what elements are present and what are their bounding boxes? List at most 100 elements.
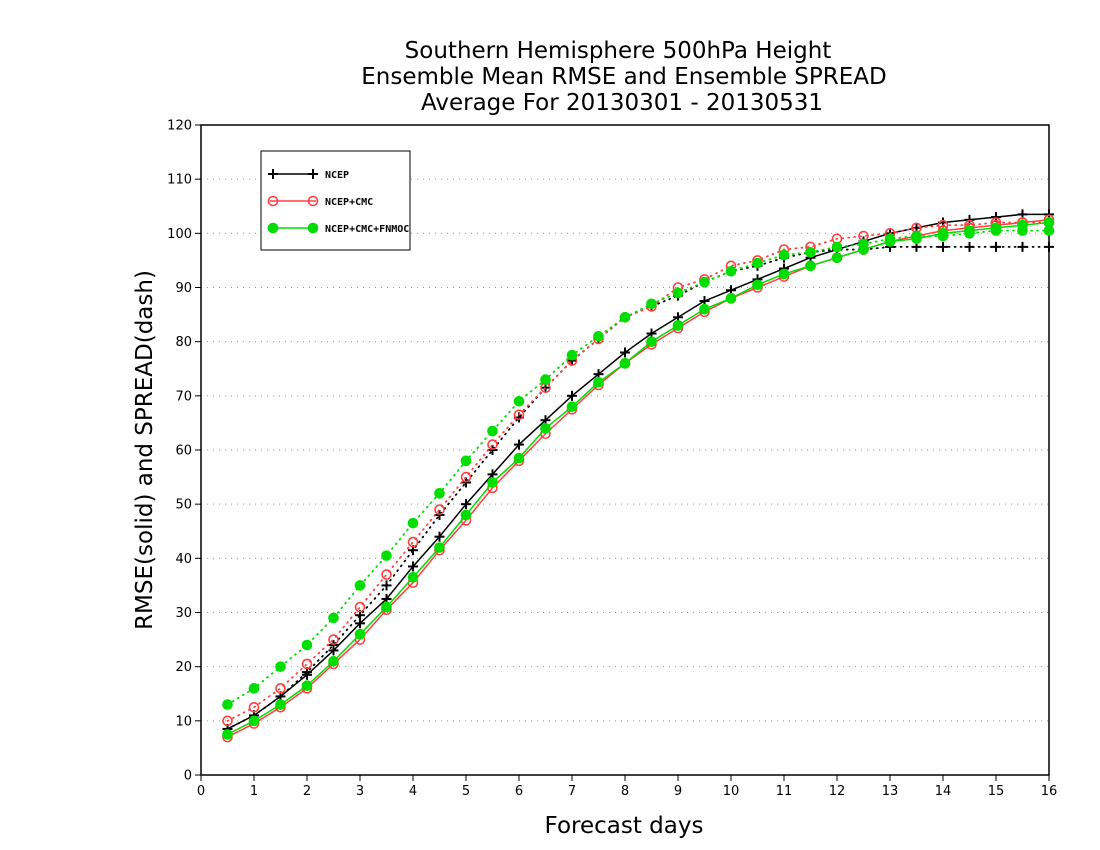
y-tick-label: 80 [175,335,192,350]
data-point-ncep-cmc-fnmoc-rmse [328,655,339,667]
data-point-ncep-cmc-fnmoc-rmse [725,293,737,304]
data-point-ncep-cmc-spread [460,471,472,483]
x-tick-label: 4 [409,784,417,799]
data-point-ncep-cmc-fnmoc-rmse [964,225,975,236]
data-point-ncep-cmc-fnmoc-spread [248,683,260,694]
y-tick-label: 60 [175,444,192,459]
data-point-ncep-cmc-spread [487,439,498,450]
legend-marker-ncep-cmc [267,195,279,207]
data-point-ncep-cmc-fnmoc-spread [699,276,710,288]
legend-marker-ncep [308,169,318,179]
series-line-ncep-cmc-spread [226,221,1050,722]
x-axis-title: Forecast days [545,813,704,839]
data-point-ncep-cmc-fnmoc-rmse [566,401,578,412]
legend: NCEP NCEP+CMC NCEP+CMC+FNMOC [260,150,411,251]
data-point-ncep-cmc-fnmoc-rmse [619,358,631,369]
x-tick-label: 5 [462,784,470,799]
data-point-ncep-cmc-fnmoc-spread [619,311,631,323]
data-point-ncep-cmc-fnmoc-rmse [699,303,710,315]
data-point-ncep-cmc-fnmoc-spread [752,257,763,269]
data-point-ncep-spread [964,241,975,252]
data-point-ncep-cmc-fnmoc-spread [222,699,233,710]
y-tick-label: 100 [167,227,192,242]
series-line-ncep-cmc-rmse [227,219,1050,738]
data-point-ncep-spread [1017,241,1028,252]
data-point-ncep-cmc-fnmoc-spread [301,639,313,651]
data-point-ncep-cmc-fnmoc-rmse [1017,219,1028,231]
data-point-ncep-spread [487,445,498,455]
data-point-ncep-cmc-fnmoc-rmse [381,601,392,613]
data-point-ncep-cmc-fnmoc-spread [725,265,737,277]
y-tick-label: 120 [167,119,192,134]
data-point-ncep-cmc-fnmoc-spread [381,550,392,561]
data-point-ncep-cmc-fnmoc-spread [460,455,472,467]
x-tick-label: 7 [568,784,576,799]
data-point-ncep-cmc-fnmoc-rmse [301,680,313,691]
data-point-ncep-cmc-spread [328,634,339,645]
y-tick-label: 30 [175,606,192,621]
data-point-ncep-spread [461,477,471,488]
data-point-ncep-cmc-fnmoc-spread [354,580,366,591]
y-tick-label: 70 [175,389,192,404]
data-point-ncep-cmc-fnmoc-rmse [222,729,233,740]
data-point-ncep-cmc-fnmoc-spread [487,425,498,437]
y-tick-label: 50 [175,498,192,513]
x-tick-label: 2 [303,784,311,799]
legend-label-ncep-cmc-fnmoc: NCEP+CMC+FNMOC [325,224,409,235]
chart-title-line-3: Average For 20130301 - 20130531 [421,90,823,116]
data-point-ncep-rmse [328,645,339,656]
data-point-ncep-cmc-spread [434,504,445,515]
chart-title-line-1: Southern Hemisphere 500hPa Height [405,38,832,64]
series-line-ncep-rmse [227,213,1049,730]
legend-label-ncep-cmc: NCEP+CMC [325,197,373,208]
data-point-ncep-rmse [620,347,630,358]
data-point-ncep-rmse [514,439,524,450]
y-tick-label: 20 [175,660,192,675]
x-tick-label: 15 [988,784,1005,799]
data-point-ncep-cmc-fnmoc-rmse [354,628,366,640]
legend-marker-ncep [268,169,278,179]
data-point-ncep-cmc-fnmoc-spread [513,395,525,407]
data-point-ncep-spread [991,241,1001,252]
x-tick-label: 1 [250,784,258,799]
x-tick-label: 12 [829,784,846,799]
x-tick-label: 6 [515,784,523,799]
legend-marker-ncep-cmc-fnmoc [307,222,319,234]
data-point-ncep-cmc-fnmoc-rmse [911,233,922,245]
data-point-ncep-cmc-fnmoc-rmse [593,376,604,388]
data-point-ncep-cmc-fnmoc-spread [672,287,684,299]
data-point-ncep-cmc-fnmoc-rmse [937,228,949,239]
y-tick-label: 40 [175,552,192,567]
x-tick-label: 14 [935,784,952,799]
data-point-ncep-cmc-spread [275,683,286,694]
data-point-ncep-cmc-fnmoc-spread [328,612,339,624]
data-point-ncep-cmc-spread [248,701,260,713]
data-point-ncep-spread [1044,241,1054,252]
data-point-ncep-cmc-fnmoc-rmse [407,571,419,583]
x-tick-label: 0 [197,784,205,799]
data-point-ncep-cmc-fnmoc-spread [593,330,604,342]
data-point-ncep-rmse [567,390,577,401]
data-point-ncep-cmc-fnmoc-rmse [990,222,1002,234]
x-tick-label: 13 [882,784,899,799]
data-point-ncep-cmc-spread [381,569,392,580]
data-point-ncep-cmc-fnmoc-rmse [805,260,816,272]
data-point-ncep-cmc-fnmoc-rmse [540,423,551,434]
data-point-ncep-cmc-fnmoc-rmse [672,320,684,331]
data-point-ncep-cmc-fnmoc-rmse [858,244,869,255]
data-point-ncep-cmc-spread [222,715,233,727]
legend-marker-ncep-cmc-fnmoc [267,222,279,234]
legend-marker-ncep-cmc [307,195,319,207]
data-point-ncep-spread [938,241,948,252]
x-tick-label: 16 [1041,784,1058,799]
data-point-ncep-cmc-spread [354,601,366,613]
series-line-ncep-cmc-fnmoc-rmse [227,221,1050,736]
y-axis-title: RMSE(solid) and SPREAD(dash) [132,270,158,630]
data-point-ncep-cmc-fnmoc-rmse [752,279,763,291]
data-point-ncep-cmc-fnmoc-rmse [778,268,790,280]
data-point-ncep-rmse [302,669,312,680]
y-tick-label: 90 [175,281,192,296]
data-point-ncep-cmc-fnmoc-spread [566,349,578,361]
